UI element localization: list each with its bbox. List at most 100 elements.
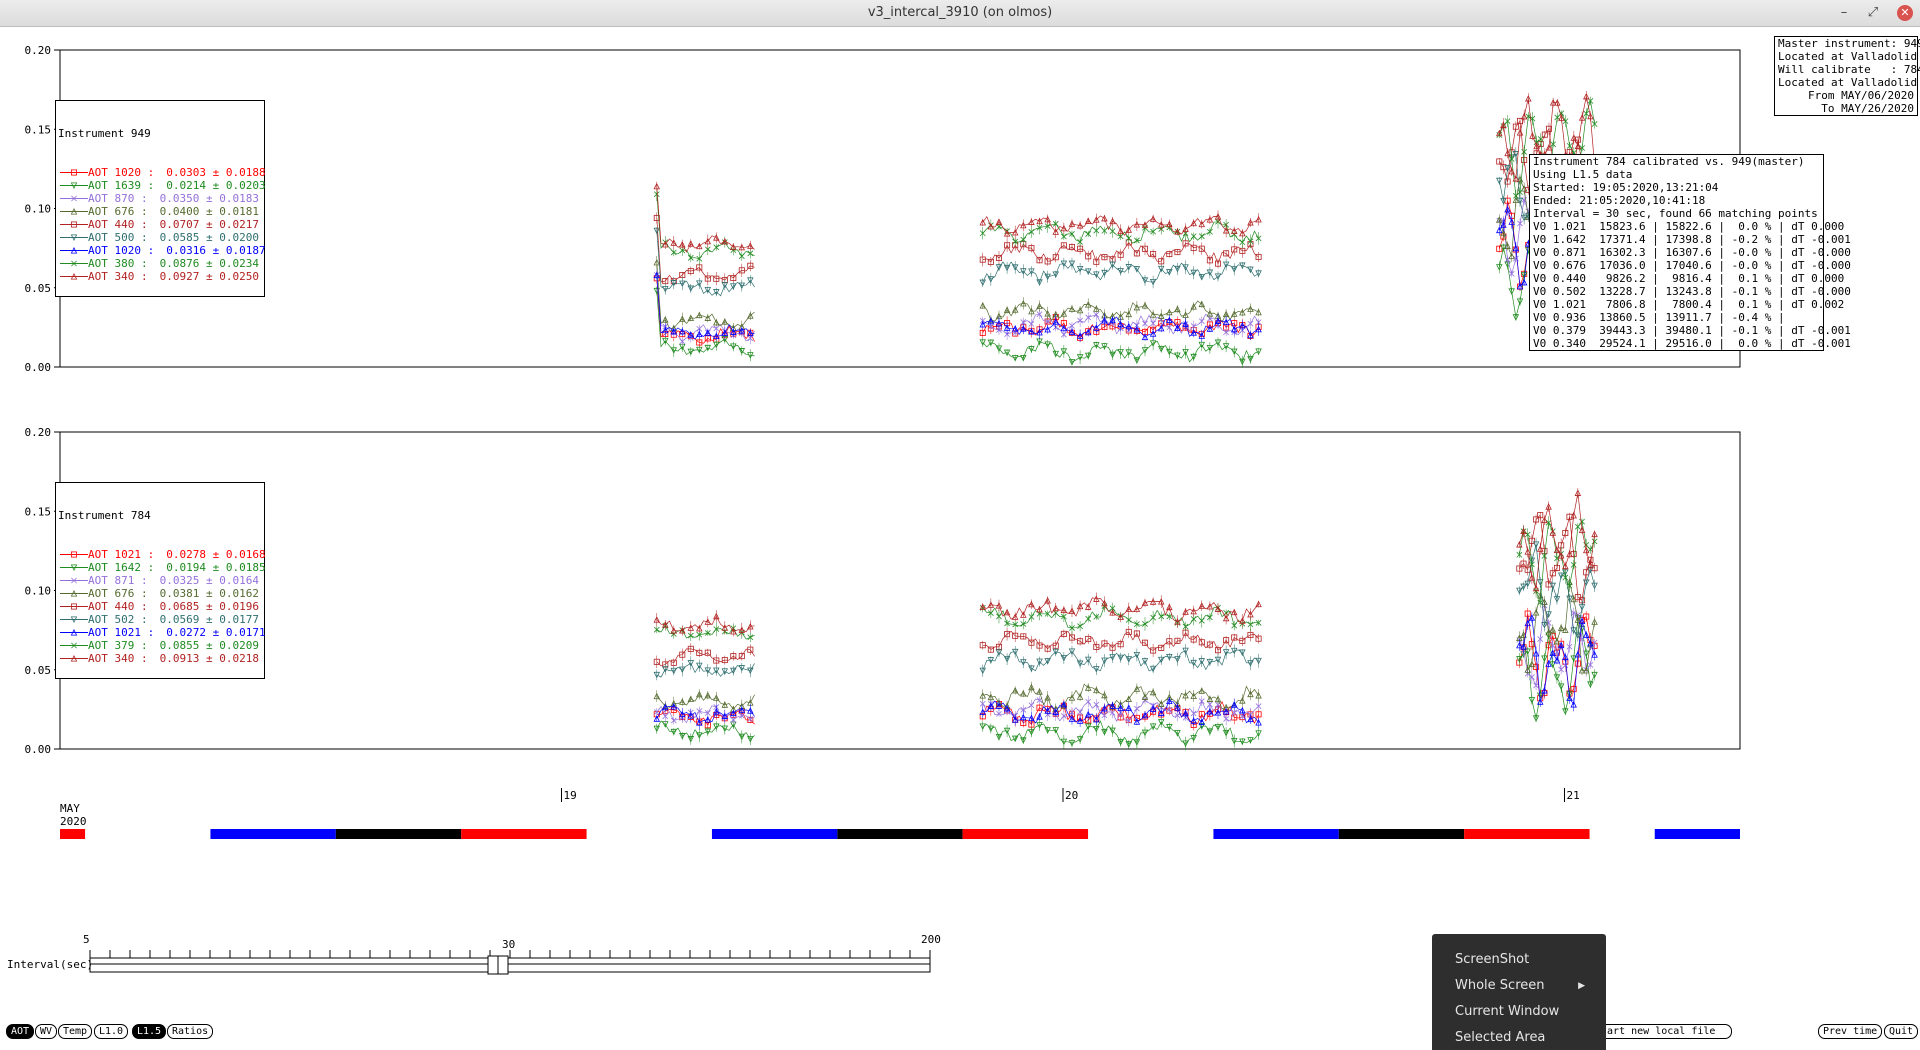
series-line bbox=[656, 615, 755, 633]
legend-label: AOT 1021 : bbox=[88, 548, 155, 561]
data-point bbox=[1125, 704, 1133, 711]
data-point bbox=[1190, 607, 1197, 615]
quit-button[interactable]: Quit bbox=[1884, 1024, 1919, 1039]
data-point bbox=[1206, 695, 1214, 702]
data-cluster bbox=[653, 610, 755, 745]
data-point bbox=[1052, 708, 1060, 715]
series-line bbox=[982, 316, 1259, 338]
data-point bbox=[1117, 739, 1124, 746]
data-point bbox=[979, 320, 986, 328]
legend-entry: AOT 440 : 0.0707 ± 0.0217 bbox=[58, 218, 262, 231]
data-point bbox=[1549, 570, 1556, 577]
data-point bbox=[1500, 121, 1507, 128]
menu-item-current-window[interactable]: Current Window bbox=[1455, 1004, 1560, 1019]
series-line bbox=[656, 705, 755, 724]
data-point bbox=[1149, 215, 1157, 222]
data-point bbox=[1125, 264, 1133, 271]
data-point bbox=[1214, 273, 1222, 280]
data-point bbox=[713, 657, 720, 664]
data-point bbox=[1504, 242, 1511, 249]
data-point bbox=[1516, 298, 1524, 305]
legend-value: 0.0316 ± 0.0187 bbox=[166, 244, 266, 257]
data-point bbox=[1578, 114, 1586, 121]
data-point bbox=[747, 312, 754, 319]
data-point bbox=[1239, 229, 1246, 237]
data-point bbox=[995, 702, 1003, 709]
interval-slider[interactable] bbox=[89, 950, 931, 975]
data-point bbox=[1036, 257, 1043, 264]
legend-entry: AOT 870 : 0.0350 ± 0.0183 bbox=[58, 192, 262, 205]
menu-item-label: Whole Screen bbox=[1455, 978, 1545, 993]
data-point bbox=[1101, 657, 1108, 665]
data-point bbox=[1093, 258, 1100, 265]
series-line bbox=[1519, 617, 1595, 719]
data-point bbox=[713, 234, 720, 241]
legend-label: AOT 380 : bbox=[88, 257, 148, 270]
prev-time-button[interactable]: Prev time bbox=[1818, 1024, 1883, 1039]
data-point bbox=[1214, 605, 1222, 612]
data-point bbox=[1036, 302, 1043, 310]
l10-button[interactable]: L1.0 bbox=[94, 1024, 129, 1039]
slider-max-label: 200 bbox=[921, 933, 941, 946]
data-point bbox=[1566, 550, 1573, 558]
data-point bbox=[1028, 218, 1035, 225]
plot-frame bbox=[59, 49, 1741, 368]
series-line bbox=[1498, 96, 1595, 180]
start-new-local-file-button[interactable]: Start new local file bbox=[1590, 1024, 1732, 1039]
data-point bbox=[987, 339, 995, 347]
data-point bbox=[1085, 635, 1092, 642]
data-point bbox=[687, 712, 695, 719]
data-point bbox=[1557, 552, 1565, 559]
data-point bbox=[1166, 348, 1173, 356]
data-point bbox=[1036, 642, 1043, 649]
data-point bbox=[1174, 618, 1181, 625]
data-point bbox=[1109, 351, 1116, 359]
menu-item-screenshot[interactable]: ScreenShot bbox=[1455, 952, 1530, 967]
data-point bbox=[1101, 214, 1108, 222]
aot-button[interactable]: AOT bbox=[6, 1024, 35, 1039]
data-point bbox=[1532, 584, 1540, 592]
calibration-info-line: V0 0.871 16302.3 | 16307.6 | -0.0 % | dT… bbox=[1533, 246, 1851, 259]
data-point bbox=[1545, 503, 1552, 510]
y-tick-label: 0.20 bbox=[25, 44, 52, 57]
data-point bbox=[1060, 324, 1068, 332]
data-point bbox=[747, 262, 754, 269]
data-point bbox=[1060, 348, 1068, 355]
data-point bbox=[1570, 134, 1578, 141]
menu-item-selected-area[interactable]: Selected Area bbox=[1455, 1030, 1546, 1045]
data-point bbox=[687, 331, 695, 338]
day-label: 19 bbox=[563, 789, 576, 802]
wv-button[interactable]: WV bbox=[35, 1024, 58, 1039]
data-point bbox=[1166, 251, 1173, 258]
minimize-icon[interactable]: – bbox=[1840, 5, 1848, 20]
temp-button[interactable]: Temp bbox=[58, 1024, 93, 1039]
data-point bbox=[721, 282, 729, 289]
data-point bbox=[1570, 700, 1577, 708]
data-point bbox=[1003, 704, 1011, 712]
data-point bbox=[1109, 217, 1116, 225]
data-point bbox=[1125, 349, 1133, 356]
close-icon[interactable]: ✕ bbox=[1897, 5, 1913, 21]
data-point bbox=[696, 339, 703, 346]
menu-item-whole-screen[interactable]: Whole Screen ▶ bbox=[1455, 976, 1595, 996]
data-point bbox=[704, 691, 712, 699]
data-point bbox=[1150, 647, 1157, 654]
data-point bbox=[1532, 715, 1540, 722]
data-point bbox=[1044, 694, 1051, 701]
calibration-info-line: Instrument 784 calibrated vs. 949(master… bbox=[1533, 155, 1805, 168]
window-titlebar: v3_intercal_3910 (on olmos) – ⤢ ✕ bbox=[0, 0, 1920, 27]
maximize-icon[interactable]: ⤢ bbox=[1867, 5, 1879, 20]
data-point bbox=[1133, 250, 1140, 257]
data-point bbox=[1504, 205, 1511, 213]
series-points bbox=[653, 720, 755, 745]
slider-trough[interactable] bbox=[89, 957, 931, 973]
data-point bbox=[1003, 264, 1011, 272]
ratios-button[interactable]: Ratios bbox=[167, 1024, 214, 1039]
data-point bbox=[1174, 704, 1181, 711]
data-point bbox=[1553, 656, 1561, 664]
l15-button[interactable]: L1.5 bbox=[132, 1024, 167, 1039]
data-point bbox=[1214, 339, 1222, 347]
legend-entry: AOT 1020 : 0.0303 ± 0.0188 bbox=[58, 166, 266, 179]
data-point bbox=[1157, 709, 1165, 716]
data-point bbox=[1133, 739, 1141, 746]
